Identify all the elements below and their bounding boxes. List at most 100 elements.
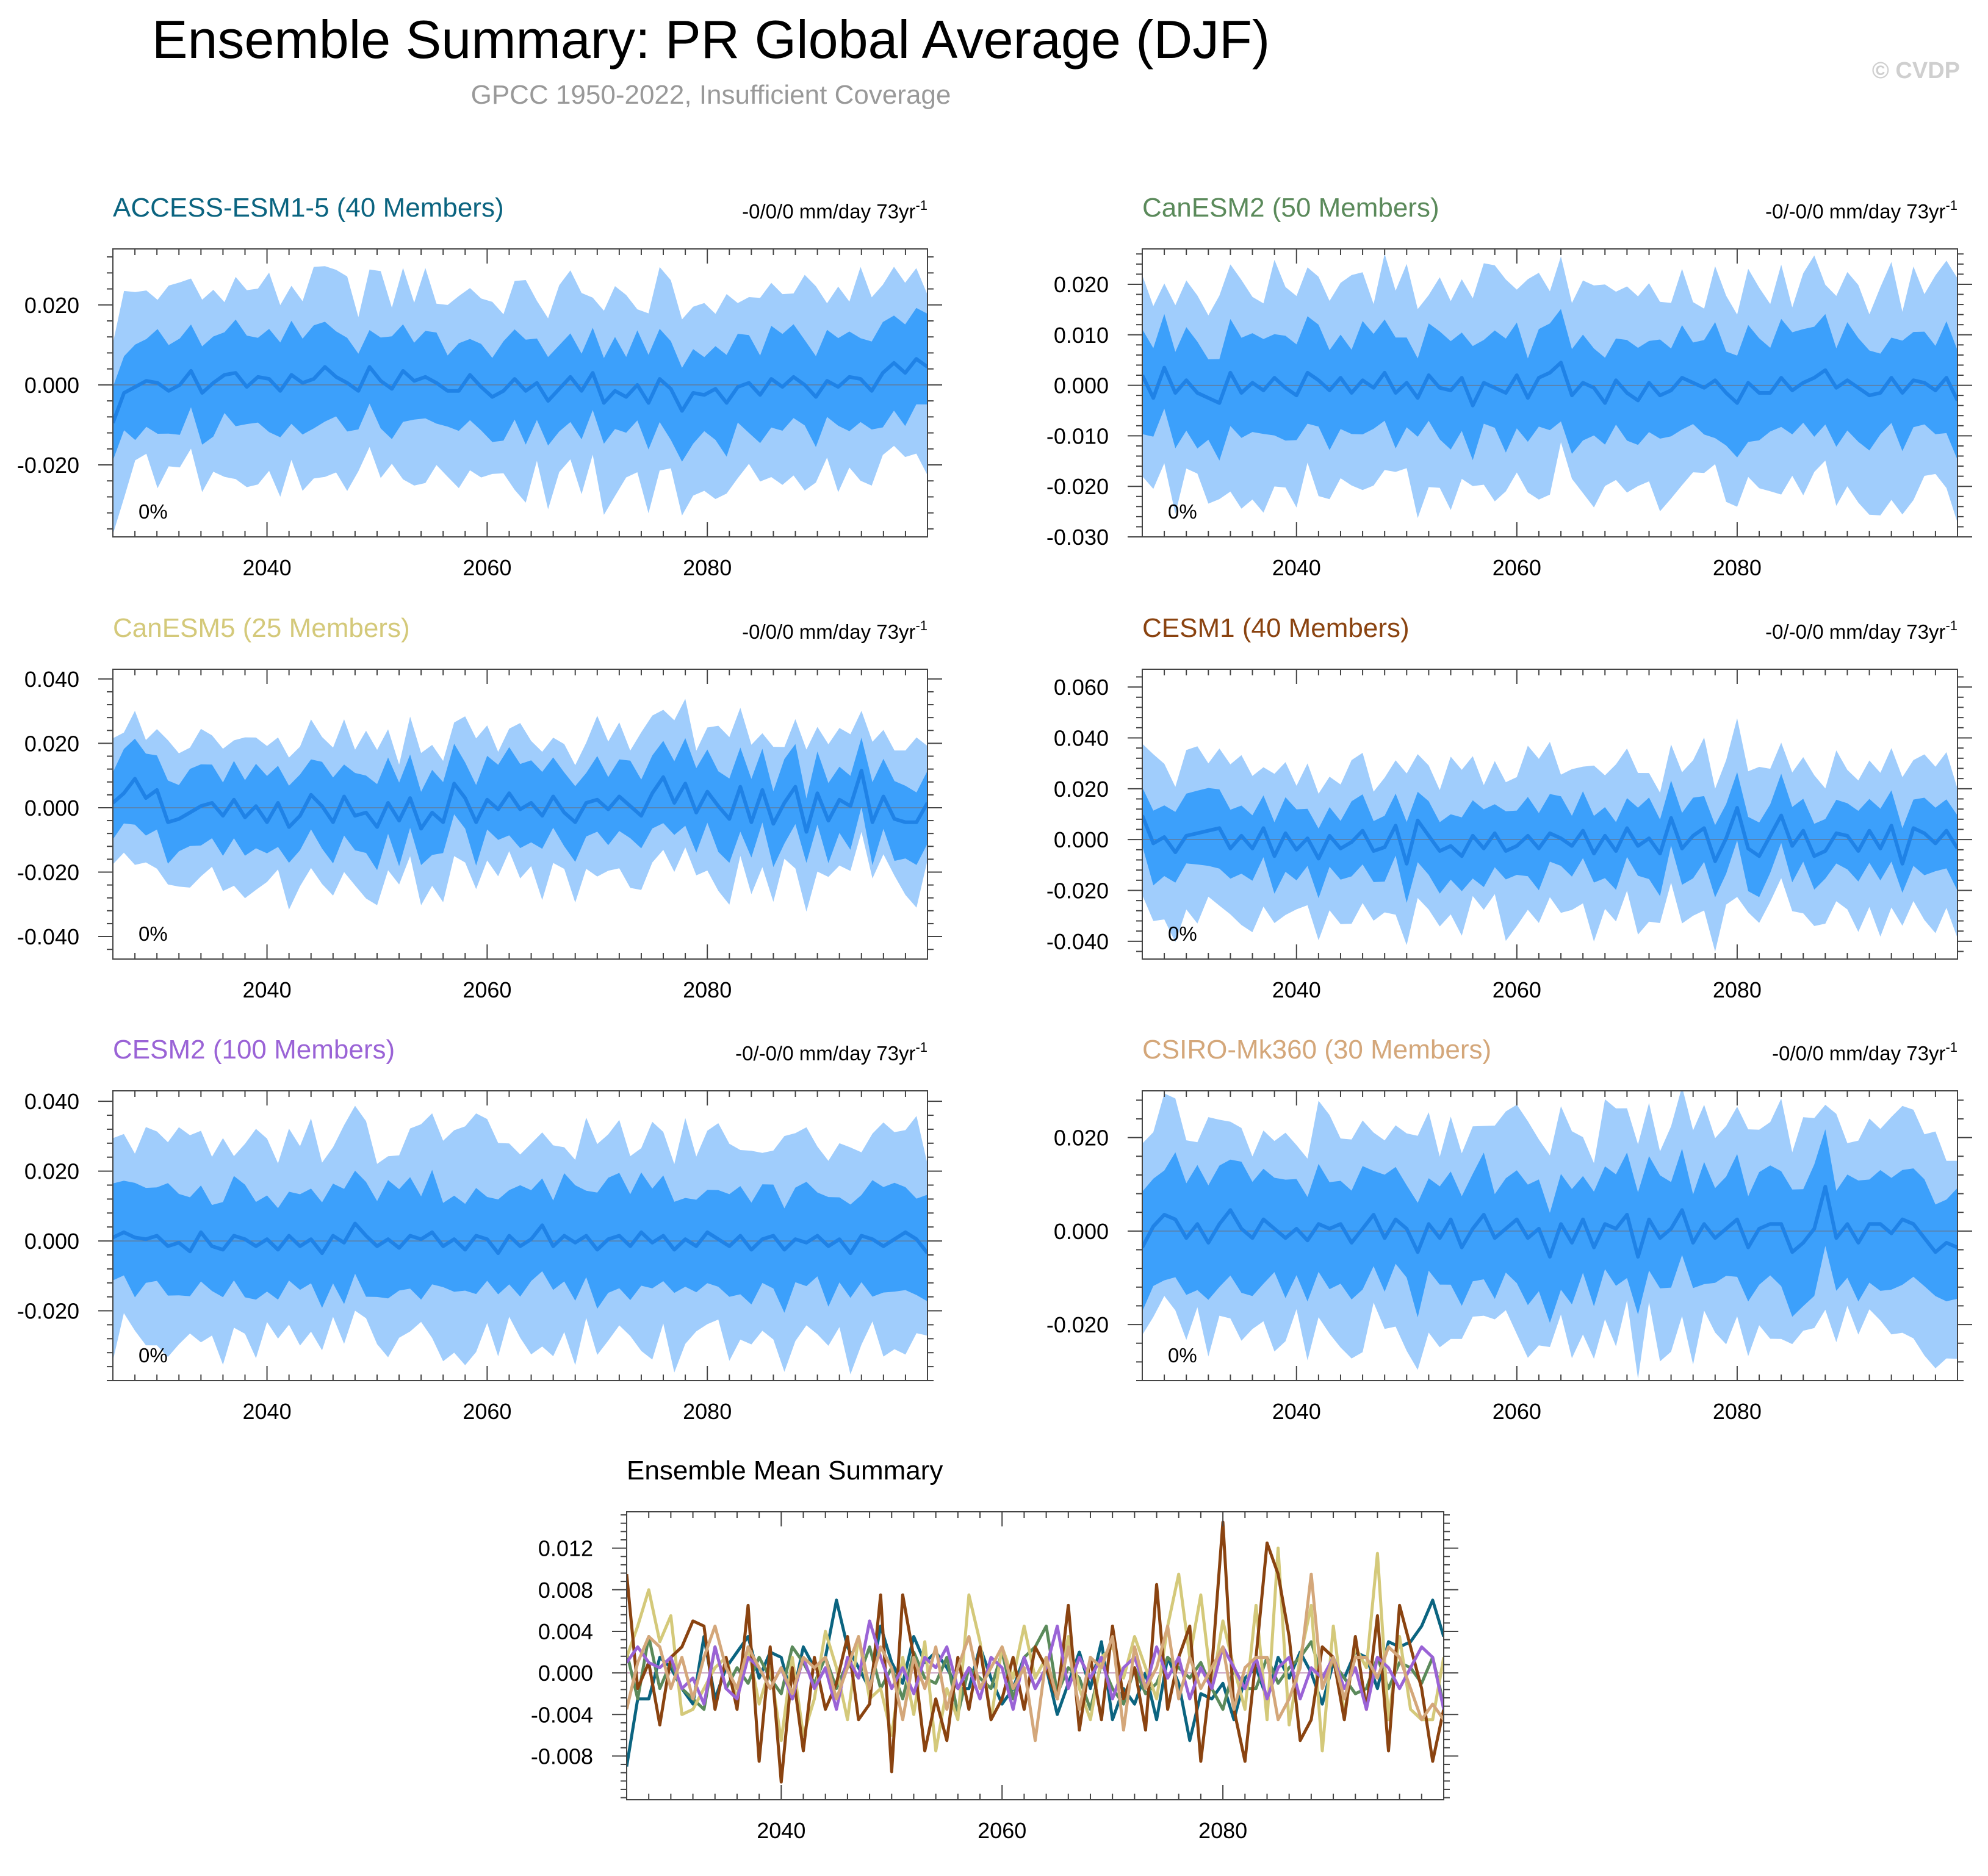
inner-spread-band — [1142, 309, 1957, 461]
plot-area — [1142, 718, 1957, 952]
ensemble-mean-line — [1142, 806, 1957, 866]
figure-title: Ensemble Summary: PR Global Average (DJF… — [152, 9, 1270, 70]
x-tick-label: 2060 — [1493, 1399, 1541, 1424]
panel-title: Ensemble Mean Summary — [627, 1456, 943, 1486]
percent-label: 0% — [139, 922, 168, 945]
x-tick-label: 2080 — [1713, 1399, 1762, 1424]
x-tick-label: 2080 — [683, 1399, 732, 1424]
x-tick-label: 2080 — [683, 555, 732, 580]
panels-container: ACCESS-ESM1-5 (40 Members) -0/0/0 mm/day … — [17, 193, 1972, 1843]
x-tick-label: 2040 — [1272, 1399, 1321, 1424]
y-tick-label: 0.020 — [1054, 777, 1109, 802]
x-tick-label: 2060 — [463, 1399, 511, 1424]
plot-area — [1142, 253, 1957, 523]
trend-label: -0/-0/0 mm/day 73yr-1 — [735, 1040, 927, 1065]
percent-label: 0% — [1168, 922, 1197, 945]
x-tick-label: 2060 — [1493, 555, 1541, 580]
trend-label: -0/0/0 mm/day 73yr-1 — [1772, 1040, 1957, 1065]
y-tick-label: -0.020 — [1046, 879, 1109, 904]
trend-label: -0/-0/0 mm/day 73yr-1 — [1765, 618, 1957, 643]
watermark: © CVDP — [1872, 58, 1960, 84]
percent-label: 0% — [1168, 1344, 1197, 1367]
y-tick-label: 0.060 — [1054, 675, 1109, 700]
x-tick-label: 2060 — [1493, 977, 1541, 1002]
y-tick-label: 0.010 — [1054, 323, 1109, 348]
panel-title: CESM1 (40 Members) — [1142, 613, 1410, 643]
x-tick-label: 2080 — [683, 977, 732, 1002]
plot-frame — [1142, 669, 1958, 960]
figure-subtitle: GPCC 1950-2022, Insufficient Coverage — [471, 80, 951, 110]
y-tick-label: 0.012 — [538, 1536, 593, 1561]
y-tick-label: -0.010 — [1046, 423, 1109, 448]
y-tick-label: -0.020 — [17, 860, 79, 885]
chart-panel-cesm1: CESM1 (40 Members) -0/-0/0 mm/day 73yr-1 0… — [1046, 613, 1972, 1002]
y-tick-label: 0.020 — [24, 293, 79, 318]
panel-title: CanESM5 (25 Members) — [113, 613, 410, 643]
ensemble-mean-line — [1142, 1185, 1957, 1259]
y-tick-label: -0.008 — [531, 1744, 593, 1769]
ensemble-mean-line — [113, 769, 927, 834]
y-tick-label: 0.020 — [24, 1159, 79, 1184]
x-tick-label: 2080 — [1198, 1818, 1247, 1843]
percent-label: 0% — [1168, 500, 1197, 523]
x-tick-label: 2040 — [1272, 555, 1321, 580]
y-tick-label: -0.030 — [1046, 525, 1109, 550]
plot-frame — [1142, 248, 1958, 537]
y-tick-label: 0.004 — [538, 1619, 593, 1644]
ensemble-mean-line — [1142, 361, 1957, 408]
inner-spread-band — [1142, 772, 1957, 903]
x-tick-label: 2040 — [243, 1399, 292, 1424]
series-line-cesm1 — [627, 1520, 1444, 1784]
percent-label: 0% — [139, 1344, 168, 1367]
y-tick-label: 0.000 — [538, 1661, 593, 1686]
chart-panel-ensemble-mean-summary: Ensemble Mean Summary 2040 2060 2080 -0.008 -… — [531, 1456, 1458, 1843]
y-tick-label: 0.040 — [1054, 726, 1109, 751]
x-tick-label: 2080 — [1713, 977, 1762, 1002]
series-line-canesm5 — [627, 1547, 1444, 1753]
ensemble-mean-line — [113, 357, 927, 424]
y-tick-label: 0.000 — [1054, 827, 1109, 852]
x-tick-label: 2060 — [978, 1818, 1026, 1843]
x-tick-label: 2040 — [757, 1818, 805, 1843]
plot-frame — [1142, 1090, 1958, 1381]
panel-title: ACCESS-ESM1-5 (40 Members) — [113, 193, 504, 223]
percent-label: 0% — [139, 500, 168, 523]
x-tick-label: 2060 — [463, 977, 511, 1002]
y-tick-label: -0.040 — [17, 924, 79, 949]
plot-area — [627, 1520, 1444, 1784]
x-tick-label: 2080 — [1713, 555, 1762, 580]
trend-label: -0/0/0 mm/day 73yr-1 — [742, 198, 927, 223]
plot-area — [1142, 1091, 1957, 1379]
y-tick-label: 0.040 — [24, 1089, 79, 1114]
trend-label: -0/-0/0 mm/day 73yr-1 — [1765, 198, 1957, 223]
y-tick-label: 0.000 — [1054, 1219, 1109, 1244]
y-tick-label: -0.040 — [1046, 929, 1109, 954]
y-tick-label: 0.000 — [24, 1229, 79, 1254]
trend-label: -0/0/0 mm/day 73yr-1 — [742, 618, 927, 643]
panel-title: CSIRO-Mk360 (30 Members) — [1142, 1035, 1491, 1065]
x-tick-label: 2040 — [243, 977, 292, 1002]
y-tick-label: 0.000 — [1054, 373, 1109, 398]
panel-title: CESM2 (100 Members) — [113, 1035, 395, 1065]
chart-panel-access-esm1-5: ACCESS-ESM1-5 (40 Members) -0/0/0 mm/day … — [17, 193, 942, 580]
y-tick-label: 0.020 — [1054, 1126, 1109, 1151]
plot-area — [113, 1105, 927, 1375]
x-tick-label: 2060 — [463, 555, 511, 580]
trend-label-exponent: -1 — [915, 1040, 927, 1055]
trend-label-exponent: -1 — [915, 618, 927, 633]
y-tick-label: -0.020 — [1046, 1312, 1109, 1337]
y-tick-label: 0.020 — [24, 731, 79, 756]
x-tick-label: 2040 — [243, 555, 292, 580]
series-line-csiro-mk360 — [627, 1572, 1444, 1742]
trend-label-exponent: -1 — [1945, 1040, 1957, 1055]
y-tick-label: -0.020 — [17, 1299, 79, 1324]
plot-area — [113, 266, 927, 534]
trend-label-exponent: -1 — [1945, 618, 1957, 633]
plot-frame — [112, 248, 928, 537]
trend-label-exponent: -1 — [915, 198, 927, 213]
chart-panel-cesm2: CESM2 (100 Members) -0/-0/0 mm/day 73yr-1… — [17, 1035, 942, 1424]
chart-panel-csiro-mk360: CSIRO-Mk360 (30 Members) -0/0/0 mm/day 73… — [1046, 1035, 1972, 1424]
trend-label-exponent: -1 — [1945, 198, 1957, 213]
y-tick-label: 0.000 — [24, 796, 79, 821]
